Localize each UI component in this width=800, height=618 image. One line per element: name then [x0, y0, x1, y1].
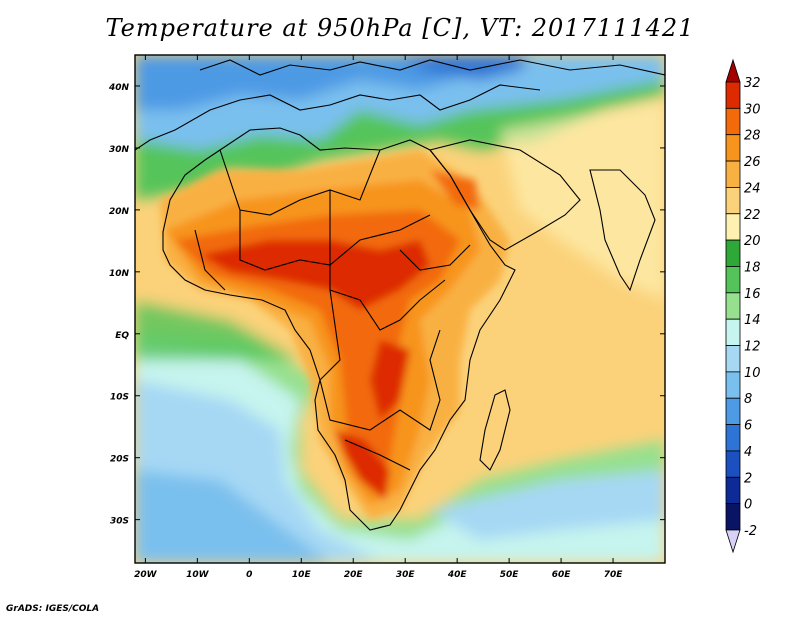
- colorbar-segment: [725, 476, 741, 505]
- lat-tick-label: 30N: [109, 145, 130, 155]
- lat-tick-label: 20S: [110, 455, 129, 465]
- lon-tick-label: 70E: [604, 570, 624, 580]
- colorbar-segment: [725, 213, 741, 241]
- lat-tick-label: 40N: [108, 83, 130, 93]
- coastlines: [135, 59, 665, 531]
- colorbar-label: -2: [744, 524, 757, 539]
- colorbar-segment: [725, 424, 741, 452]
- colorbar-segment: [725, 107, 741, 136]
- colorbar-label: 2: [744, 471, 752, 486]
- lat-tick-label: 10S: [110, 393, 129, 403]
- colorbar-label: 16: [744, 287, 761, 302]
- colorbar-label: 20: [744, 234, 761, 249]
- colorbar-segment: [725, 397, 741, 425]
- colorbar-label: 4: [744, 445, 752, 460]
- colorbar-over-triangle: [725, 58, 741, 83]
- colorbar-label: 18: [744, 260, 761, 275]
- lon-tick-label: 20W: [134, 570, 158, 580]
- colorbar-segment: [725, 371, 741, 399]
- colorbar-under-triangle: [725, 529, 741, 554]
- lon-tick-label: 10W: [186, 570, 210, 580]
- colorbar-segment: [725, 160, 741, 188]
- colorbar-label: 10: [744, 366, 761, 381]
- colorbar-label: 22: [744, 208, 761, 223]
- colorbar-label: 0: [744, 498, 752, 513]
- lat-tick-label: 20N: [109, 207, 130, 217]
- colorbar-label: 24: [744, 181, 761, 196]
- map-title: Temperature at 950hPa [C], VT: 201711142…: [105, 14, 695, 42]
- lon-tick-label: 0: [246, 570, 252, 580]
- temperature-field: [135, 55, 665, 563]
- colorbar-segment: [725, 239, 741, 267]
- colorbar-label: 14: [744, 313, 761, 328]
- lon-tick-label: 20E: [344, 570, 364, 580]
- credit-label: GrADS: IGES/COLA: [6, 604, 100, 614]
- colorbar-label: 32: [744, 76, 761, 91]
- colorbar-label: 8: [744, 392, 752, 407]
- lon-tick-label: 50E: [500, 570, 520, 580]
- colorbar-label: 30: [744, 102, 761, 117]
- map-frame: [134, 54, 666, 564]
- colorbar-label: 6: [744, 419, 752, 434]
- lon-tick-label: 40E: [447, 570, 468, 580]
- colorbar-segment: [725, 266, 741, 294]
- colorbar-segment: [725, 318, 741, 346]
- colorbar-segment: [725, 187, 741, 215]
- colorbar-label: 12: [744, 340, 761, 355]
- colorbar-label: 28: [744, 129, 761, 144]
- colorbar-segment: [725, 345, 741, 373]
- lat-tick-label: 30S: [110, 517, 129, 527]
- colorbar-segment: [725, 450, 741, 478]
- colorbar-segment: [725, 81, 741, 109]
- lon-tick-label: 10E: [292, 570, 312, 580]
- lon-tick-label: 30E: [396, 570, 416, 580]
- lat-tick-label: EQ: [115, 331, 129, 341]
- lat-tick-label: 10N: [109, 269, 130, 279]
- colorbar-label: 26: [744, 155, 761, 170]
- colorbar-segment: [725, 503, 741, 531]
- colorbar-segment: [725, 134, 741, 162]
- lon-tick-label: 60E: [552, 570, 572, 580]
- colorbar-segment: [725, 292, 741, 320]
- axis-ticks: 40N 30N 20N 10N EQ 10S 20S 30S 20W 10W 0 10E 20E 30E 4…: [108, 55, 665, 580]
